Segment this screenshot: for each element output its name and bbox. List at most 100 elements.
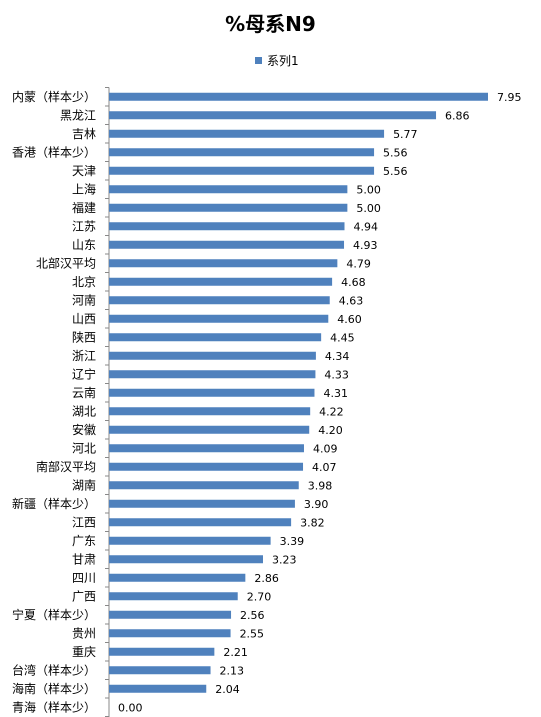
- category-label: 上海: [72, 181, 96, 196]
- data-label: 5.77: [393, 128, 418, 141]
- legend-swatch: [255, 56, 262, 64]
- data-label: 2.21: [223, 646, 248, 659]
- data-label: 4.34: [325, 350, 350, 363]
- data-label: 2.13: [220, 664, 245, 677]
- bar: [109, 166, 375, 175]
- data-label: 2.86: [254, 572, 279, 585]
- category-label: 吉林: [72, 127, 96, 141]
- bar: [109, 555, 263, 564]
- data-label: 6.86: [445, 109, 470, 122]
- data-label: 4.60: [337, 313, 362, 326]
- category-label: 甘肃: [72, 552, 96, 566]
- bar: [109, 129, 385, 138]
- bar: [109, 647, 215, 656]
- category-label: 山西: [72, 312, 96, 326]
- data-label: 3.82: [300, 516, 325, 529]
- data-label: 4.33: [324, 368, 349, 381]
- bar: [109, 259, 338, 268]
- data-label: 5.56: [383, 165, 408, 178]
- bar: [109, 296, 330, 305]
- bar: [109, 610, 232, 619]
- category-label: 北部汉平均: [36, 255, 96, 270]
- category-label: 河北: [72, 441, 96, 455]
- data-label: 3.90: [304, 498, 329, 511]
- data-label: 4.22: [319, 405, 344, 418]
- data-label: 4.07: [312, 461, 337, 474]
- chart-title: %母系N9: [225, 12, 316, 36]
- data-label: 2.04: [215, 683, 240, 696]
- data-label: 4.63: [339, 294, 364, 307]
- data-label: 3.39: [280, 535, 305, 548]
- bar: [109, 185, 348, 194]
- bar: [109, 240, 345, 249]
- data-label: 5.00: [356, 183, 381, 196]
- category-label: 山东: [72, 238, 96, 252]
- data-label: 4.93: [353, 239, 378, 252]
- bar: [109, 462, 304, 471]
- data-label: 3.98: [308, 479, 333, 492]
- bar: [109, 333, 322, 342]
- bar: [109, 629, 231, 638]
- category-label: 江苏: [72, 219, 96, 233]
- category-label: 贵州: [72, 626, 96, 640]
- data-label: 3.23: [272, 553, 297, 566]
- category-label: 海南（样本少）: [12, 681, 96, 696]
- category-label: 内蒙（样本少）: [12, 89, 96, 104]
- bar: [109, 573, 246, 582]
- category-label: 广东: [72, 534, 96, 548]
- bar: [109, 425, 310, 434]
- category-label: 天津: [72, 164, 96, 178]
- data-label: 2.55: [240, 627, 265, 640]
- bar: [109, 592, 238, 601]
- bar: [109, 536, 271, 545]
- category-label: 香港（样本少）: [12, 144, 96, 159]
- bar: [109, 92, 488, 101]
- bar: [109, 351, 316, 360]
- category-label: 湖北: [72, 403, 96, 418]
- category-label: 云南: [72, 385, 96, 400]
- data-label: 2.70: [247, 590, 272, 603]
- data-label: 5.00: [356, 202, 381, 215]
- data-label: 4.79: [346, 257, 371, 270]
- bar: [109, 111, 437, 120]
- category-label: 江西: [72, 515, 96, 529]
- bar: [109, 203, 348, 212]
- bar: [109, 314, 329, 323]
- data-label: 4.94: [354, 220, 379, 233]
- category-label: 重庆: [72, 645, 96, 659]
- category-label: 湖南: [72, 477, 96, 492]
- category-label: 青海（样本少）: [12, 699, 96, 714]
- category-label: 浙江: [72, 349, 96, 363]
- data-label: 7.95: [497, 91, 522, 104]
- data-label: 5.56: [383, 146, 408, 159]
- category-label: 辽宁: [72, 366, 96, 381]
- category-label: 北京: [72, 275, 96, 289]
- bar: [109, 444, 304, 453]
- data-label: 2.56: [240, 609, 265, 622]
- category-label: 河南: [72, 292, 96, 307]
- data-label: 4.45: [330, 331, 355, 344]
- bar: [109, 481, 299, 490]
- data-label: 4.31: [323, 387, 348, 400]
- data-label: 4.20: [318, 424, 343, 437]
- category-label: 陕西: [72, 329, 96, 344]
- category-label: 台湾（样本少）: [12, 662, 96, 677]
- category-label: 南部汉平均: [36, 459, 96, 474]
- category-label: 福建: [72, 200, 96, 215]
- bar: [109, 148, 375, 157]
- bar: [109, 666, 211, 675]
- data-label: 0.00: [118, 701, 143, 714]
- bar: [109, 684, 207, 693]
- category-label: 四川: [72, 571, 96, 585]
- bar: [109, 370, 316, 379]
- legend-label: 系列1: [267, 53, 299, 68]
- category-label: 广西: [72, 589, 96, 603]
- bar: [109, 518, 292, 527]
- data-label: 4.68: [341, 276, 366, 289]
- bar: [109, 388, 315, 397]
- category-label: 宁夏（样本少）: [12, 607, 96, 622]
- legend: 系列1: [255, 53, 299, 68]
- bar: [109, 407, 311, 416]
- bar: [109, 277, 333, 286]
